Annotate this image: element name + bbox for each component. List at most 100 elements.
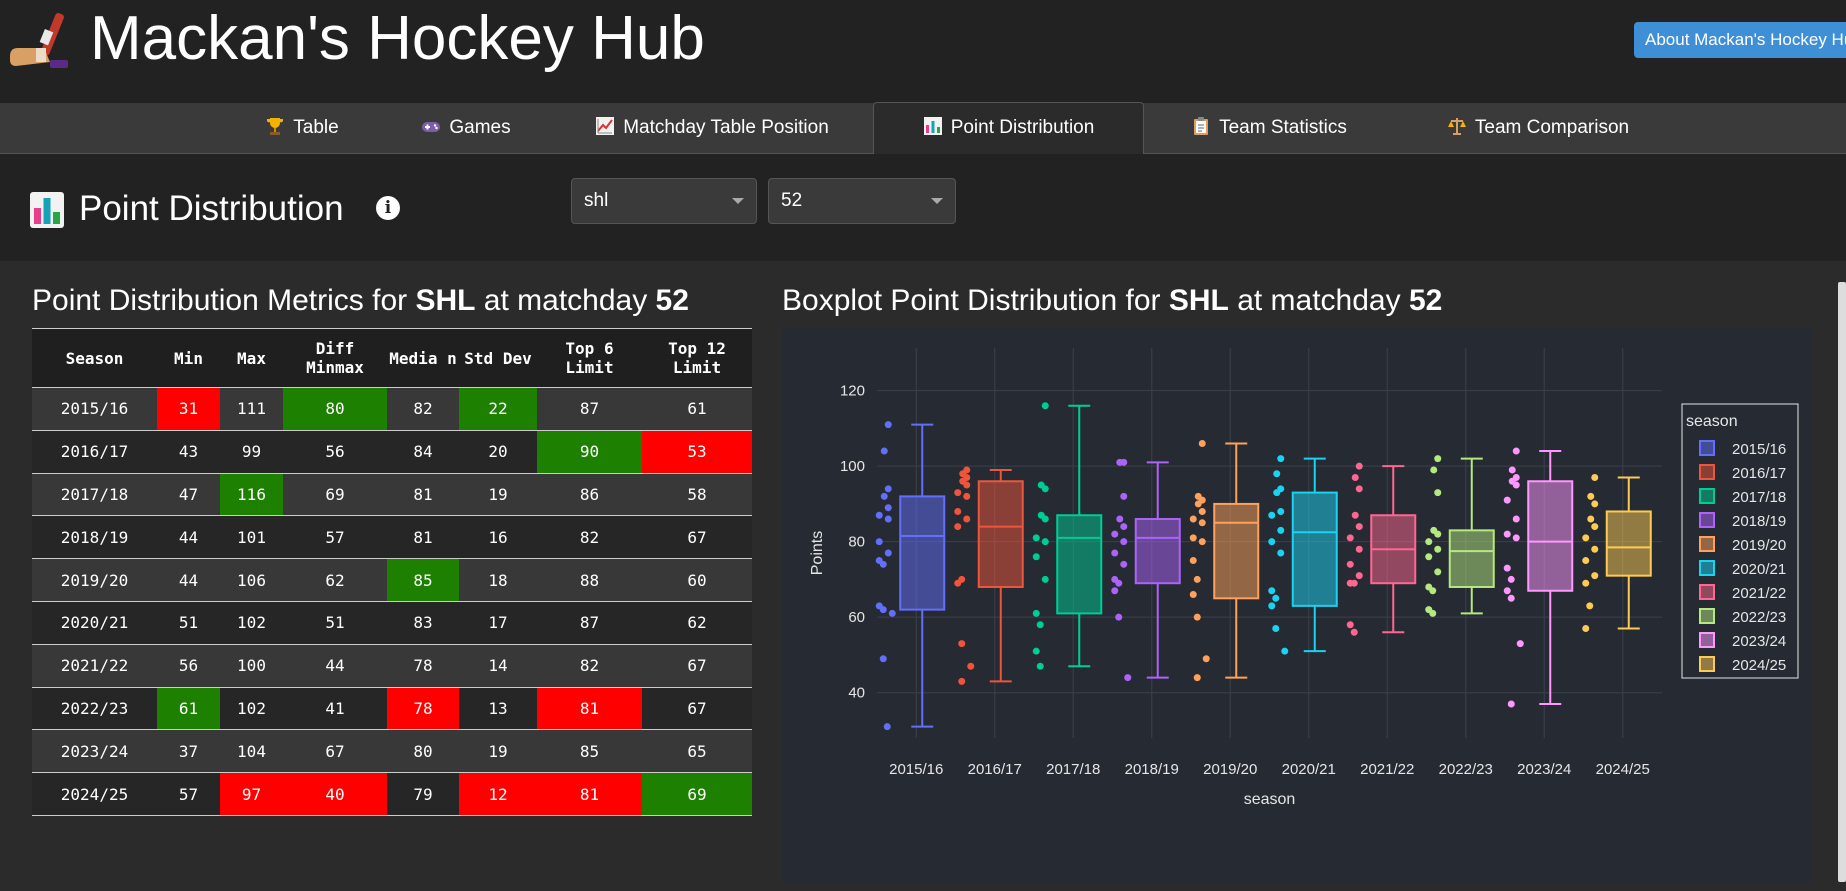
table-cell: 16 (459, 515, 537, 560)
matchday-select-value: 52 (781, 190, 803, 211)
box-series[interactable] (1189, 440, 1260, 682)
data-point (1281, 647, 1289, 655)
data-point (1268, 602, 1276, 610)
data-point (1120, 492, 1128, 500)
tab-label: Point Distribution (950, 117, 1095, 138)
x-tick-label: 2020/21 (1282, 761, 1336, 778)
x-tick-label: 2023/24 (1517, 761, 1571, 778)
column-header[interactable]: Std Dev (459, 328, 537, 388)
boxplot-chart[interactable]: 40 60 80 100 120 2015/16 2016/17 2017/18 2018/19… (782, 328, 1812, 883)
column-header[interactable]: Max (220, 328, 283, 388)
data-point (888, 609, 896, 617)
hockey-stick-icon (10, 13, 68, 68)
table-cell: 2017/18 (32, 473, 157, 517)
x-tick-label: 2019/20 (1203, 761, 1257, 778)
box-series[interactable] (875, 421, 946, 731)
data-point (1041, 575, 1049, 583)
table-cell: 56 (157, 644, 220, 688)
bar-chart-icon (30, 192, 64, 228)
column-header[interactable]: Min (157, 328, 220, 388)
box-series[interactable] (1111, 458, 1181, 682)
data-point (1111, 587, 1119, 595)
data-point (1277, 526, 1285, 534)
data-point (1434, 530, 1442, 538)
box-series[interactable] (954, 466, 1024, 685)
data-point (1115, 579, 1123, 587)
data-point (1507, 575, 1515, 583)
column-header[interactable]: Media n (387, 328, 459, 388)
gamepad-icon (422, 122, 441, 132)
data-point (1507, 594, 1515, 602)
legend-label: 2019/20 (1732, 537, 1786, 554)
box-series[interactable] (1582, 473, 1652, 633)
legend-label: 2016/17 (1732, 465, 1786, 482)
tab-team-comparison[interactable]: Team Comparison (1428, 103, 1648, 153)
box-series[interactable] (1425, 455, 1495, 617)
legend: season 2015/16 2016/17 2017/18 2018/19 2019/2… (1681, 403, 1799, 679)
table-row: 2024/25 57 97 40 79 12 81 69 (32, 772, 752, 816)
table-cell: 2024/25 (32, 772, 157, 816)
data-point (1032, 534, 1040, 542)
table-cell: 2021/22 (32, 644, 157, 688)
box-series[interactable] (1503, 447, 1574, 708)
x-tick-label: 2015/16 (889, 761, 943, 778)
data-point (1198, 538, 1206, 546)
legend-swatch (1699, 560, 1715, 576)
tab-games[interactable]: Games (410, 103, 522, 153)
box (1448, 529, 1495, 588)
matchday-select[interactable]: 52 (768, 178, 956, 224)
data-point (1268, 587, 1276, 595)
column-header[interactable]: Season (32, 328, 157, 388)
data-point (954, 579, 962, 587)
table-cell: 51 (283, 601, 387, 645)
league-select-value: shl (584, 190, 609, 211)
info-icon[interactable]: i (376, 196, 400, 220)
table-row: 2020/21 51 102 51 83 17 87 62 (32, 601, 752, 645)
box-series[interactable] (1268, 455, 1338, 655)
table-cell: 12 (459, 772, 537, 816)
table-cell: 82 (387, 387, 459, 431)
column-header[interactable]: Diff Minmax (283, 328, 387, 388)
data-point (1041, 402, 1049, 410)
tab-team-statistics[interactable]: Team Statistics (1185, 103, 1353, 153)
tab-point-distribution[interactable]: Point Distribution (873, 102, 1144, 155)
table-cell: 81 (387, 473, 459, 517)
box-series[interactable] (1032, 402, 1103, 670)
x-tick-label: 2016/17 (968, 761, 1022, 778)
data-point (1277, 549, 1285, 557)
data-point (1268, 538, 1276, 546)
box (1213, 502, 1260, 600)
data-point (884, 485, 892, 493)
data-point (1032, 647, 1040, 655)
boxplot-svg[interactable]: 40 60 80 100 120 2015/16 2016/17 2017/18 2018/19… (782, 328, 1812, 883)
page-scrollbar[interactable] (1838, 282, 1846, 882)
table-cell: 85 (537, 729, 642, 774)
table-cell: 99 (220, 430, 283, 474)
data-point (1503, 564, 1511, 572)
metrics-table: Season Min Max Diff Minmax Media n Std D… (32, 328, 752, 816)
tab-table[interactable]: Table (252, 103, 352, 153)
legend-label: 2024/25 (1732, 657, 1786, 674)
trophy-icon (267, 118, 284, 135)
data-point (1202, 655, 1210, 663)
tab-matchday-table-position[interactable]: Matchday Table Position (588, 103, 836, 153)
data-point (1516, 640, 1524, 648)
box-series[interactable] (1346, 462, 1417, 636)
line-chart-icon (596, 117, 615, 135)
data-point (1503, 587, 1511, 595)
column-header[interactable]: Top 6 Limit (537, 328, 642, 388)
table-cell: 57 (157, 772, 220, 816)
table-cell: 2023/24 (32, 729, 157, 774)
tab-label: Matchday Table Position (623, 117, 829, 138)
league-select[interactable]: shl (571, 178, 757, 224)
data-point (880, 492, 888, 500)
data-point (879, 655, 887, 663)
table-cell: 87 (537, 387, 642, 431)
table-cell: 57 (283, 515, 387, 560)
column-header[interactable]: Top 12 Limit (642, 328, 752, 388)
legend-swatch (1699, 632, 1715, 648)
data-point (1430, 466, 1438, 474)
table-cell: 79 (387, 772, 459, 816)
about-button[interactable]: About Mackan's Hockey Hub (1634, 22, 1846, 58)
data-point (884, 504, 892, 512)
